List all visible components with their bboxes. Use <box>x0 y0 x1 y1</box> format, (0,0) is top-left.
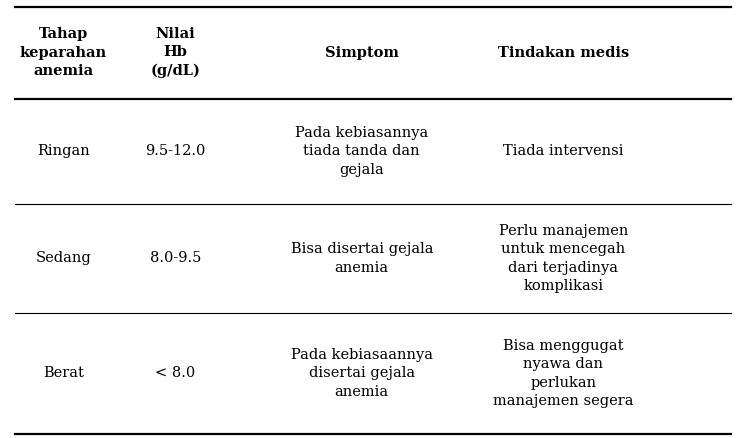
Text: Bisa menggugat
nyawa dan
perlukan
manajemen segera: Bisa menggugat nyawa dan perlukan manaje… <box>493 339 633 408</box>
Text: Tindakan medis: Tindakan medis <box>498 46 629 60</box>
Text: Pada kebiasaannya
disertai gejala
anemia: Pada kebiasaannya disertai gejala anemia <box>291 348 433 399</box>
Text: Ringan: Ringan <box>37 144 90 158</box>
Text: < 8.0: < 8.0 <box>155 367 195 380</box>
Text: Berat: Berat <box>43 367 84 380</box>
Text: Tiada intervensi: Tiada intervensi <box>503 144 624 158</box>
Text: 9.5-12.0: 9.5-12.0 <box>145 144 205 158</box>
Text: Bisa disertai gejala
anemia: Bisa disertai gejala anemia <box>290 242 433 275</box>
Text: Simptom: Simptom <box>325 46 399 60</box>
Text: Perlu manajemen
untuk mencegah
dari terjadinya
komplikasi: Perlu manajemen untuk mencegah dari terj… <box>498 224 628 293</box>
Text: Pada kebiasannya
tiada tanda dan
gejala: Pada kebiasannya tiada tanda dan gejala <box>295 126 428 177</box>
Text: 8.0-9.5: 8.0-9.5 <box>150 251 201 265</box>
Text: Sedang: Sedang <box>36 251 91 265</box>
Text: Tahap
keparahan
anemia: Tahap keparahan anemia <box>20 27 107 78</box>
Text: Nilai
Hb
(g/dL): Nilai Hb (g/dL) <box>151 27 200 78</box>
